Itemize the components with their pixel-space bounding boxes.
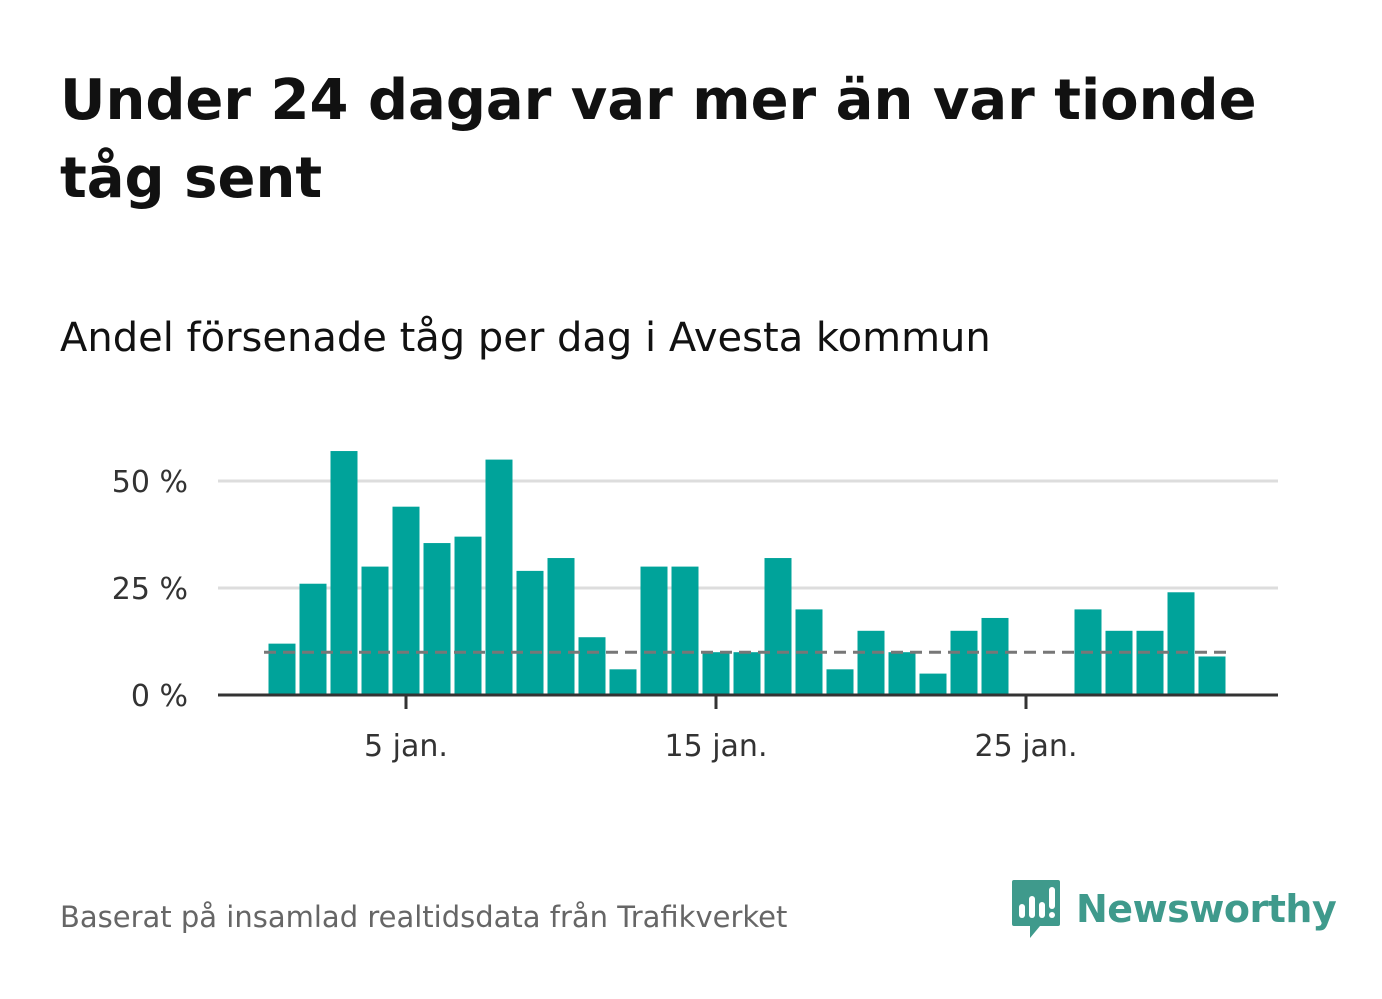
bar — [1198, 656, 1226, 695]
bar — [609, 669, 637, 695]
x-tick-label: 15 jan. — [665, 729, 768, 764]
bar — [1167, 592, 1195, 695]
bar — [454, 536, 482, 695]
newsworthy-logo-icon — [1012, 880, 1060, 938]
bars — [268, 451, 1226, 695]
x-tick-label: 5 jan. — [364, 729, 448, 764]
bar — [330, 451, 358, 695]
axes: 0 % 25 % 50 % 5 jan. 15 jan. 25 jan. — [112, 465, 1278, 764]
chart-subtitle: Andel försenade tåg per dag i Avesta kom… — [60, 315, 991, 361]
brand-name: Newsworthy — [1076, 887, 1337, 931]
brand-logo: Newsworthy — [1010, 878, 1337, 940]
y-tick-label: 25 % — [112, 572, 188, 607]
bar — [299, 583, 327, 695]
x-tick-label: 25 jan. — [975, 729, 1078, 764]
bar — [826, 669, 854, 695]
bar — [640, 566, 668, 695]
bar — [392, 506, 420, 695]
bar — [671, 566, 699, 695]
bar-chart: 0 % 25 % 50 % 5 jan. 15 jan. 25 jan. — [112, 451, 1278, 764]
y-tick-label: 0 % — [131, 679, 188, 714]
bar — [764, 558, 792, 695]
bar — [950, 630, 978, 695]
chart-title: Under 24 dagar var mer än var tionde tåg… — [60, 68, 1257, 211]
bar — [423, 543, 451, 695]
bar — [547, 558, 575, 695]
bar — [702, 652, 730, 695]
bar — [919, 673, 947, 695]
source-note: Baserat på insamlad realtidsdata från Tr… — [60, 900, 788, 934]
bar — [981, 617, 1009, 695]
bar — [516, 570, 544, 695]
bar — [485, 459, 513, 695]
bar — [857, 630, 885, 695]
y-tick-label: 50 % — [112, 465, 188, 500]
bar — [888, 652, 916, 695]
bar — [733, 652, 761, 695]
bar — [1136, 630, 1164, 695]
bar — [578, 637, 606, 695]
bar — [1105, 630, 1133, 695]
bar — [361, 566, 389, 695]
